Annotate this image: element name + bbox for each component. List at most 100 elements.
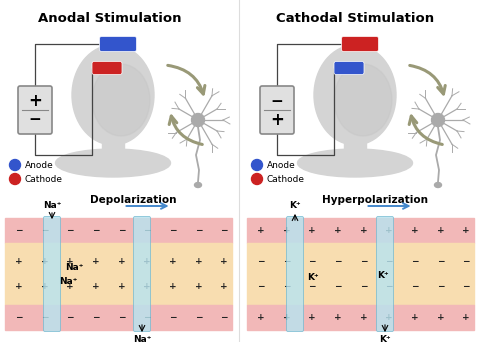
FancyBboxPatch shape	[286, 216, 304, 331]
Text: −: −	[67, 313, 74, 322]
Text: K⁺: K⁺	[307, 274, 319, 282]
Text: −: −	[41, 226, 48, 235]
Bar	[102, 137, 124, 167]
Text: K⁺: K⁺	[289, 201, 301, 210]
Text: +: +	[67, 282, 74, 291]
Text: −: −	[283, 282, 290, 291]
Ellipse shape	[194, 183, 202, 187]
Ellipse shape	[56, 149, 171, 177]
Text: +: +	[436, 313, 444, 322]
Text: +: +	[169, 257, 177, 266]
Text: +: +	[15, 257, 23, 266]
Text: −: −	[360, 257, 367, 266]
Text: −: −	[220, 313, 228, 322]
Text: +: +	[360, 313, 367, 322]
Text: −: −	[257, 257, 265, 266]
Text: +: +	[257, 313, 265, 322]
Text: +: +	[194, 282, 202, 291]
Text: −: −	[462, 257, 470, 266]
Text: −: −	[169, 313, 176, 322]
Text: −: −	[143, 226, 151, 235]
Text: +: +	[334, 226, 342, 235]
Text: +: +	[385, 313, 393, 322]
FancyBboxPatch shape	[334, 62, 364, 75]
Text: Cathode: Cathode	[25, 174, 63, 184]
Text: +: +	[411, 226, 419, 235]
Text: K⁺: K⁺	[377, 272, 389, 280]
Text: −: −	[334, 282, 342, 291]
Text: +: +	[220, 257, 228, 266]
Bar	[5, 305, 232, 330]
Text: +: +	[270, 111, 284, 129]
Text: +: +	[92, 257, 100, 266]
Text: +: +	[436, 226, 444, 235]
Text: −: −	[92, 226, 100, 235]
Text: +: +	[194, 257, 202, 266]
Text: +: +	[41, 282, 48, 291]
Text: +: +	[257, 226, 265, 235]
Text: +: +	[118, 282, 125, 291]
Text: −: −	[29, 113, 41, 128]
Bar	[344, 137, 366, 167]
Text: −: −	[118, 313, 125, 322]
Text: −: −	[118, 226, 125, 235]
Text: −: −	[437, 282, 444, 291]
Text: Cathode: Cathode	[267, 174, 305, 184]
Text: −: −	[411, 282, 419, 291]
Bar	[247, 242, 474, 305]
Text: −: −	[462, 282, 470, 291]
Text: −: −	[386, 257, 393, 266]
Text: Na⁺: Na⁺	[133, 336, 151, 342]
Ellipse shape	[297, 149, 412, 177]
Text: −: −	[67, 226, 74, 235]
Text: −: −	[41, 313, 48, 322]
Bar	[5, 218, 232, 242]
Text: −: −	[92, 313, 100, 322]
Text: +: +	[169, 282, 177, 291]
Text: −: −	[194, 313, 202, 322]
Text: −: −	[271, 93, 284, 108]
Text: +: +	[220, 282, 228, 291]
Circle shape	[10, 159, 21, 171]
Bar	[247, 305, 474, 330]
Ellipse shape	[314, 45, 396, 145]
Text: Cathodal Stimulation: Cathodal Stimulation	[276, 12, 434, 25]
Text: +: +	[283, 226, 290, 235]
Text: +: +	[462, 226, 470, 235]
FancyBboxPatch shape	[134, 216, 150, 331]
Text: +: +	[15, 282, 23, 291]
Ellipse shape	[432, 114, 445, 127]
Ellipse shape	[192, 114, 205, 127]
Text: −: −	[283, 257, 290, 266]
Text: +: +	[118, 257, 125, 266]
Text: −: −	[386, 282, 393, 291]
Text: −: −	[308, 257, 316, 266]
Text: −: −	[437, 257, 444, 266]
FancyBboxPatch shape	[376, 216, 394, 331]
Text: +: +	[385, 226, 393, 235]
FancyBboxPatch shape	[18, 86, 52, 134]
Text: Hyperpolarization: Hyperpolarization	[322, 195, 429, 205]
Bar	[247, 218, 474, 242]
FancyBboxPatch shape	[260, 86, 294, 134]
Text: +: +	[41, 257, 48, 266]
Text: Anode: Anode	[25, 160, 54, 170]
Text: −: −	[220, 226, 228, 235]
Bar	[5, 242, 232, 305]
Text: +: +	[28, 92, 42, 110]
Text: +: +	[411, 313, 419, 322]
Text: Na⁺: Na⁺	[59, 277, 77, 287]
Text: Anodal Stimulation: Anodal Stimulation	[38, 12, 182, 25]
Ellipse shape	[434, 183, 442, 187]
Text: +: +	[308, 226, 316, 235]
FancyBboxPatch shape	[44, 216, 60, 331]
Circle shape	[10, 173, 21, 184]
Text: −: −	[257, 282, 265, 291]
Text: +: +	[283, 313, 290, 322]
Text: −: −	[143, 313, 151, 322]
Text: +: +	[360, 226, 367, 235]
Text: +: +	[334, 313, 342, 322]
Ellipse shape	[72, 45, 154, 145]
Text: −: −	[169, 226, 176, 235]
Text: +: +	[143, 257, 151, 266]
